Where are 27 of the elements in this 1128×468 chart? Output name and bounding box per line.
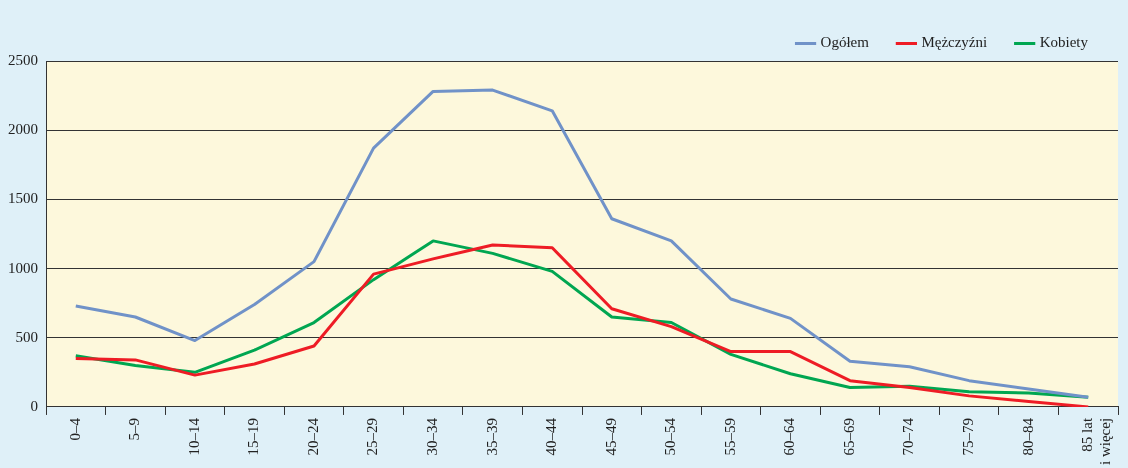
x-tick-label: 40–44: [543, 417, 560, 456]
y-tick-label: 2500: [8, 51, 38, 68]
x-tick-label: 80–84: [1019, 417, 1036, 456]
x-tick-label: 5–9: [126, 417, 143, 441]
x-tick-label: 20–24: [304, 417, 321, 456]
x-tick-label: 50–54: [662, 417, 679, 456]
y-tick-label: 0: [30, 397, 38, 414]
x-tick-label: 25–29: [364, 417, 381, 456]
x-tick-label: 0–4: [66, 417, 83, 441]
y-tick-label: 2000: [8, 121, 38, 138]
x-tick-label: 15–19: [245, 417, 262, 456]
y-tick-label: 500: [15, 328, 38, 345]
legend-label: Ogółem: [820, 34, 870, 51]
x-tick-label: 85 lat i więcej: [1079, 417, 1114, 465]
x-tick-label: 70–74: [900, 417, 917, 456]
x-tick-label: 45–49: [602, 417, 619, 456]
x-tick-label: 65–69: [840, 417, 857, 456]
x-tick-label: 60–64: [781, 417, 798, 456]
y-tick-label: 1500: [8, 190, 38, 207]
y-tick-label: 1000: [8, 259, 38, 276]
legend-label: Mężczyźni: [921, 34, 988, 51]
x-tick-label: 30–34: [424, 417, 441, 456]
x-tick-label: 35–39: [483, 417, 500, 456]
x-tick-label: 55–59: [721, 417, 738, 456]
x-tick-label: 75–79: [960, 417, 977, 456]
x-tick-label: 10–14: [185, 417, 202, 456]
legend-label: Kobiety: [1039, 34, 1089, 51]
